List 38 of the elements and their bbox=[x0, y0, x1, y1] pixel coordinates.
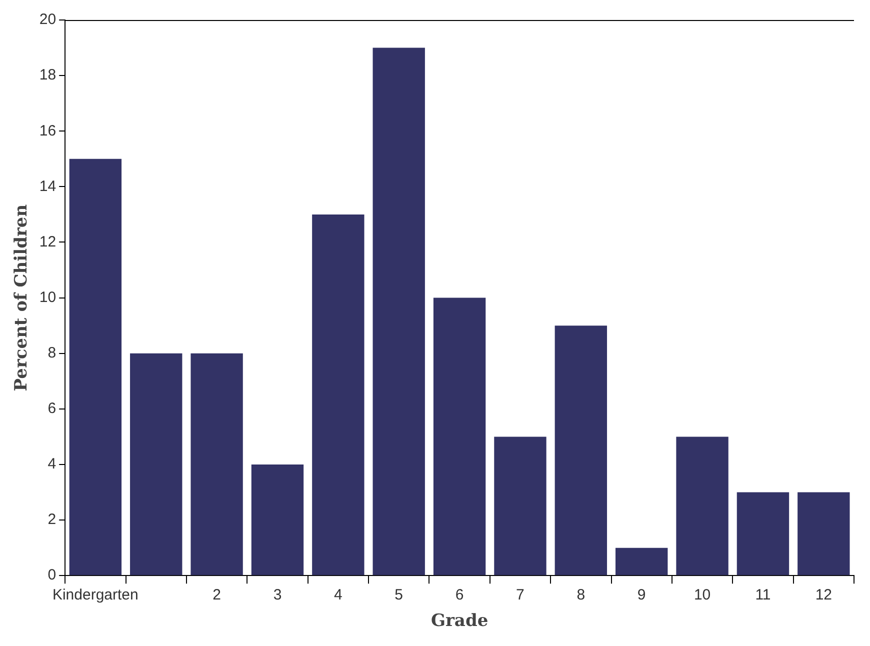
bar bbox=[494, 436, 546, 576]
bar bbox=[433, 298, 486, 576]
x-axis-title: Grade bbox=[430, 611, 488, 632]
y-tick-label: 0 bbox=[48, 566, 56, 584]
x-tick-label: 3 bbox=[273, 586, 282, 604]
y-tick-label: 10 bbox=[39, 288, 56, 306]
y-axis-title: Percent of Children bbox=[12, 204, 32, 392]
x-tick-label: 7 bbox=[516, 586, 524, 604]
bar bbox=[251, 464, 304, 576]
bar bbox=[69, 158, 122, 576]
bar bbox=[130, 353, 182, 576]
bar bbox=[676, 436, 728, 576]
bar bbox=[736, 492, 790, 576]
bar bbox=[190, 353, 243, 576]
bar bbox=[312, 214, 364, 576]
x-tick-label: 2 bbox=[212, 586, 221, 604]
y-tick-label: 4 bbox=[48, 456, 56, 473]
bar bbox=[372, 48, 425, 576]
y-tick-label: 18 bbox=[39, 66, 56, 84]
x-tick-label: 6 bbox=[455, 586, 464, 604]
x-tick-label: 4 bbox=[334, 586, 342, 604]
x-tick-label: 8 bbox=[576, 586, 586, 604]
bar bbox=[554, 326, 608, 576]
x-tick-label: 11 bbox=[755, 586, 771, 604]
x-tick-label: 5 bbox=[394, 586, 404, 604]
y-tick-label: 14 bbox=[39, 178, 56, 195]
x-tick-label: Kindergarten bbox=[52, 586, 138, 604]
y-tick-label: 16 bbox=[39, 122, 56, 140]
y-tick-label: 6 bbox=[48, 400, 56, 418]
y-tick-label: 8 bbox=[48, 344, 56, 362]
y-tick-label: 2 bbox=[48, 511, 56, 528]
x-tick-label: 9 bbox=[637, 586, 646, 604]
y-tick-label: 12 bbox=[39, 233, 56, 250]
bar bbox=[798, 492, 850, 576]
x-tick-label: 10 bbox=[694, 586, 711, 604]
y-tick-label: 20 bbox=[39, 11, 56, 28]
bar bbox=[616, 548, 668, 576]
x-tick-label: 12 bbox=[815, 586, 832, 604]
